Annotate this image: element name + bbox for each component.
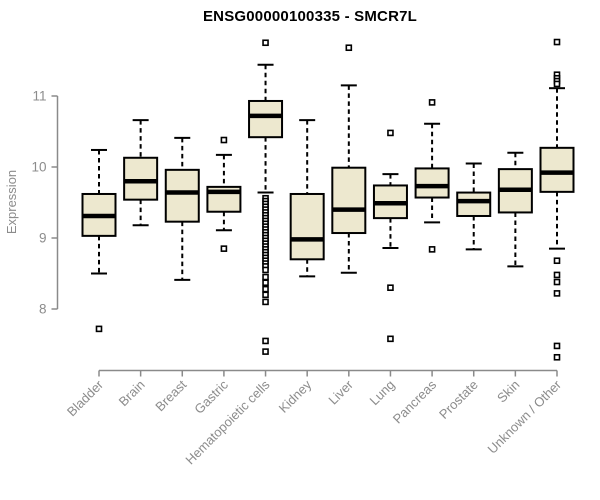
y-tick-label: 9 bbox=[39, 231, 47, 246]
boxplot-gastric bbox=[206, 136, 242, 252]
outlier-point bbox=[262, 298, 269, 306]
boxplot-unknown-other bbox=[539, 38, 575, 361]
x-category-label-lung: Lung bbox=[367, 377, 398, 408]
outlier-point bbox=[95, 325, 103, 333]
chart-title: ENSG00000100335 - SMCR7L bbox=[202, 8, 418, 25]
boxplot-skin bbox=[497, 151, 533, 268]
iqr-box bbox=[289, 192, 325, 261]
iqr-box bbox=[123, 156, 159, 201]
outlier-point bbox=[553, 80, 561, 88]
outlier-point bbox=[262, 39, 269, 47]
outlier-point bbox=[428, 246, 436, 253]
boxplot-hematopoietic-cells bbox=[248, 39, 284, 355]
boxplot-bladder bbox=[81, 148, 117, 333]
iqr-box bbox=[331, 166, 367, 235]
boxplot-lung bbox=[372, 129, 408, 343]
boxplot-prostate bbox=[456, 162, 492, 251]
y-axis: 8 9 10 11 bbox=[31, 89, 59, 317]
y-tick-label: 11 bbox=[32, 89, 46, 104]
y-tick-label: 10 bbox=[31, 160, 46, 175]
boxplot-liver bbox=[331, 44, 367, 274]
x-category-label-liver: Liver bbox=[325, 377, 356, 408]
x-category-label-breast: Breast bbox=[152, 377, 189, 414]
x-category-label-skin: Skin bbox=[494, 377, 522, 405]
outlier-point bbox=[553, 257, 561, 265]
outlier-point bbox=[262, 266, 269, 274]
outlier-point bbox=[262, 348, 269, 355]
x-category-label-pancreas: Pancreas bbox=[390, 377, 440, 427]
outlier-point bbox=[553, 342, 561, 350]
boxplot-brain bbox=[123, 119, 159, 227]
outlier-point bbox=[262, 285, 269, 293]
outlier-point bbox=[262, 291, 269, 299]
x-category-label-gastric: Gastric bbox=[191, 377, 231, 417]
outlier-point bbox=[262, 279, 269, 287]
outlier-point bbox=[553, 290, 561, 297]
outlier-point bbox=[553, 278, 561, 286]
outlier-point bbox=[345, 44, 353, 52]
boxplot-kidney bbox=[289, 119, 325, 278]
outlier-point bbox=[387, 335, 394, 343]
outlier-point bbox=[553, 38, 561, 46]
outlier-point bbox=[553, 353, 561, 361]
outlier-point bbox=[220, 245, 228, 252]
x-category-label-brain: Brain bbox=[116, 377, 148, 409]
outlier-point bbox=[262, 337, 269, 345]
x-category-label-prostate: Prostate bbox=[436, 377, 481, 422]
iqr-box bbox=[248, 99, 284, 139]
outlier-point bbox=[262, 273, 269, 281]
iqr-box bbox=[539, 146, 575, 193]
outlier-point bbox=[387, 284, 394, 292]
iqr-box bbox=[414, 167, 450, 199]
boxplot-breast bbox=[164, 136, 200, 281]
iqr-box bbox=[164, 168, 200, 223]
x-category-label-unknown-other: Unknown / Other bbox=[485, 377, 565, 457]
iqr-box bbox=[456, 191, 492, 217]
outlier-point bbox=[428, 99, 436, 106]
x-category-label-kidney: Kidney bbox=[276, 377, 315, 416]
y-tick-label: 8 bbox=[39, 302, 47, 317]
x-category-label-bladder: Bladder bbox=[64, 377, 107, 420]
boxplot-pancreas bbox=[414, 99, 450, 253]
outlier-point bbox=[220, 136, 228, 144]
y-axis-title: Expression bbox=[4, 169, 19, 235]
outlier-point bbox=[387, 129, 394, 137]
outlier-point bbox=[553, 271, 561, 279]
